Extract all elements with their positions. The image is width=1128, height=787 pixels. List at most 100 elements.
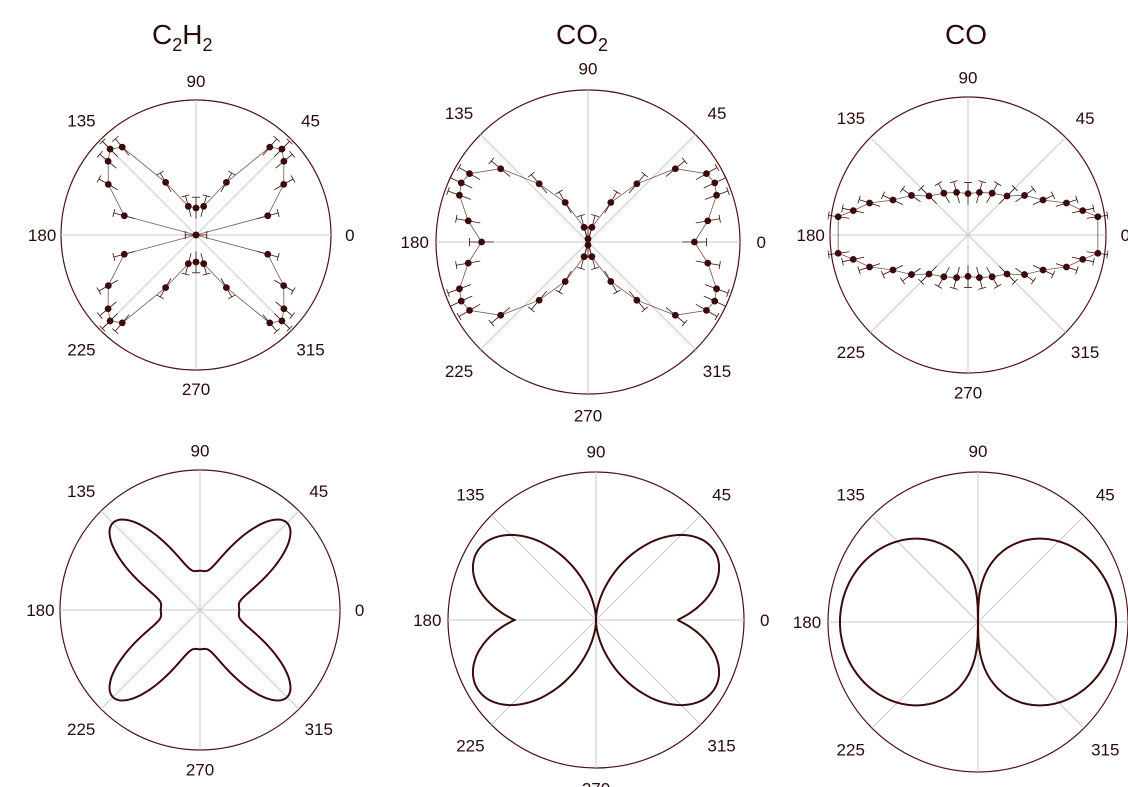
- error-bar-cap: [555, 289, 563, 295]
- data-point: [1021, 271, 1028, 278]
- data-point: [889, 196, 897, 204]
- error-bar-cap: [228, 170, 236, 176]
- grid-spoke-135: [870, 137, 1066, 333]
- data-point: [222, 178, 230, 186]
- angle-tick-label: 0: [760, 611, 769, 630]
- data-point: [1039, 266, 1047, 274]
- error-bar-cap: [112, 253, 116, 261]
- error-bar-cap: [456, 312, 462, 321]
- error-bar-cap: [880, 270, 886, 279]
- data-point: [104, 180, 112, 188]
- error-bar-cap: [1092, 257, 1095, 266]
- error-bar-cap: [286, 138, 293, 145]
- error-bar-cap: [96, 312, 103, 320]
- error-bar-cap: [726, 289, 730, 297]
- data-point: [192, 258, 200, 266]
- error-bar-cap: [827, 211, 830, 220]
- error-bar-cap: [156, 170, 164, 176]
- data-point: [478, 238, 485, 246]
- data-point: [1079, 255, 1087, 263]
- angle-tick-label: 225: [837, 343, 865, 362]
- data-point: [711, 179, 719, 187]
- angle-tick-label: 45: [1096, 486, 1115, 505]
- angle-tick-label: 180: [413, 611, 441, 630]
- data-point: [456, 191, 463, 199]
- error-bar-cap: [827, 250, 830, 259]
- data-point: [704, 217, 712, 225]
- error-bar-cap: [1011, 278, 1018, 285]
- angle-tick-label: 0: [345, 226, 354, 245]
- data-point: [561, 199, 569, 206]
- angle-tick-label: 90: [579, 60, 598, 79]
- error-bar-cap: [681, 319, 688, 327]
- data-point: [106, 145, 114, 153]
- data-point: [671, 311, 679, 319]
- error-bar-cap: [290, 287, 296, 295]
- data-point: [908, 271, 915, 278]
- error-bar-cap: [613, 289, 621, 295]
- data-point: [889, 266, 897, 274]
- error-bar-cap: [576, 267, 585, 270]
- error-bar-cap: [718, 214, 721, 223]
- angle-tick-label: 135: [837, 109, 865, 128]
- error-bar-cap: [99, 325, 106, 332]
- polar-panel-co2-calculated: 0 45 90 135 180 225 270 315: [413, 442, 769, 787]
- error-bar-cap: [1092, 204, 1095, 213]
- data-point: [104, 305, 112, 313]
- data-point: [849, 255, 857, 263]
- error-bar-cap: [994, 181, 1002, 186]
- error-bar-cap: [949, 286, 958, 290]
- angle-tick-label: 180: [796, 226, 824, 245]
- error-bar-cap: [613, 189, 621, 195]
- error-bar-cap: [978, 180, 987, 184]
- data-point: [106, 317, 114, 325]
- title-c2h2: C2H2: [152, 19, 213, 55]
- data-point: [162, 178, 170, 186]
- error-bar-cap: [1011, 185, 1018, 192]
- error-bar-cap: [276, 209, 280, 217]
- data-point: [834, 213, 842, 221]
- error-bar-cap: [111, 135, 119, 142]
- error-bar-cap: [446, 187, 450, 195]
- error-bar-cap: [289, 312, 296, 320]
- error-bar-cap: [857, 266, 861, 275]
- angle-tick-label: 45: [712, 485, 731, 504]
- data-point: [464, 217, 472, 225]
- error-bar-cap: [156, 294, 164, 300]
- angle-tick-label: 270: [186, 761, 214, 780]
- error-bar-cap: [1050, 270, 1056, 279]
- data-point: [584, 241, 592, 249]
- data-point: [457, 297, 465, 305]
- data-point: [1003, 270, 1011, 278]
- data-point: [703, 307, 710, 314]
- data-point: [464, 259, 472, 267]
- data-point: [535, 180, 543, 188]
- data-point: [222, 284, 230, 292]
- data-point: [561, 278, 569, 285]
- error-bar-cap: [446, 289, 450, 297]
- angle-tick-label: 45: [309, 482, 328, 501]
- error-bar-cap: [112, 209, 116, 217]
- title-co2: CO2: [556, 19, 608, 55]
- data-point: [988, 189, 996, 197]
- angle-tick-label: 180: [28, 226, 56, 245]
- angle-tick-label: 225: [456, 737, 484, 756]
- error-bar-cap: [841, 204, 844, 213]
- data-point: [584, 235, 592, 243]
- data-point: [671, 165, 679, 173]
- data-point: [1039, 196, 1047, 204]
- error-bar-cap: [899, 277, 906, 285]
- angle-tick-label: 225: [67, 720, 95, 739]
- error-bar-cap: [448, 173, 453, 182]
- error-bar-cap: [286, 325, 293, 332]
- error-bar-cap: [455, 261, 458, 270]
- error-bar-cap: [1050, 191, 1056, 200]
- error-bar-cap: [994, 284, 1002, 289]
- angle-tick-label: 270: [964, 784, 992, 787]
- angle-tick-label: 225: [837, 740, 865, 759]
- angle-tick-label: 135: [67, 482, 95, 501]
- polar-panel-co-measured: 0 45 90 135 180 225 270 315: [796, 69, 1128, 403]
- error-bar-cap: [1075, 195, 1079, 204]
- angle-tick-label: 0: [757, 233, 766, 252]
- data-point: [1079, 207, 1087, 215]
